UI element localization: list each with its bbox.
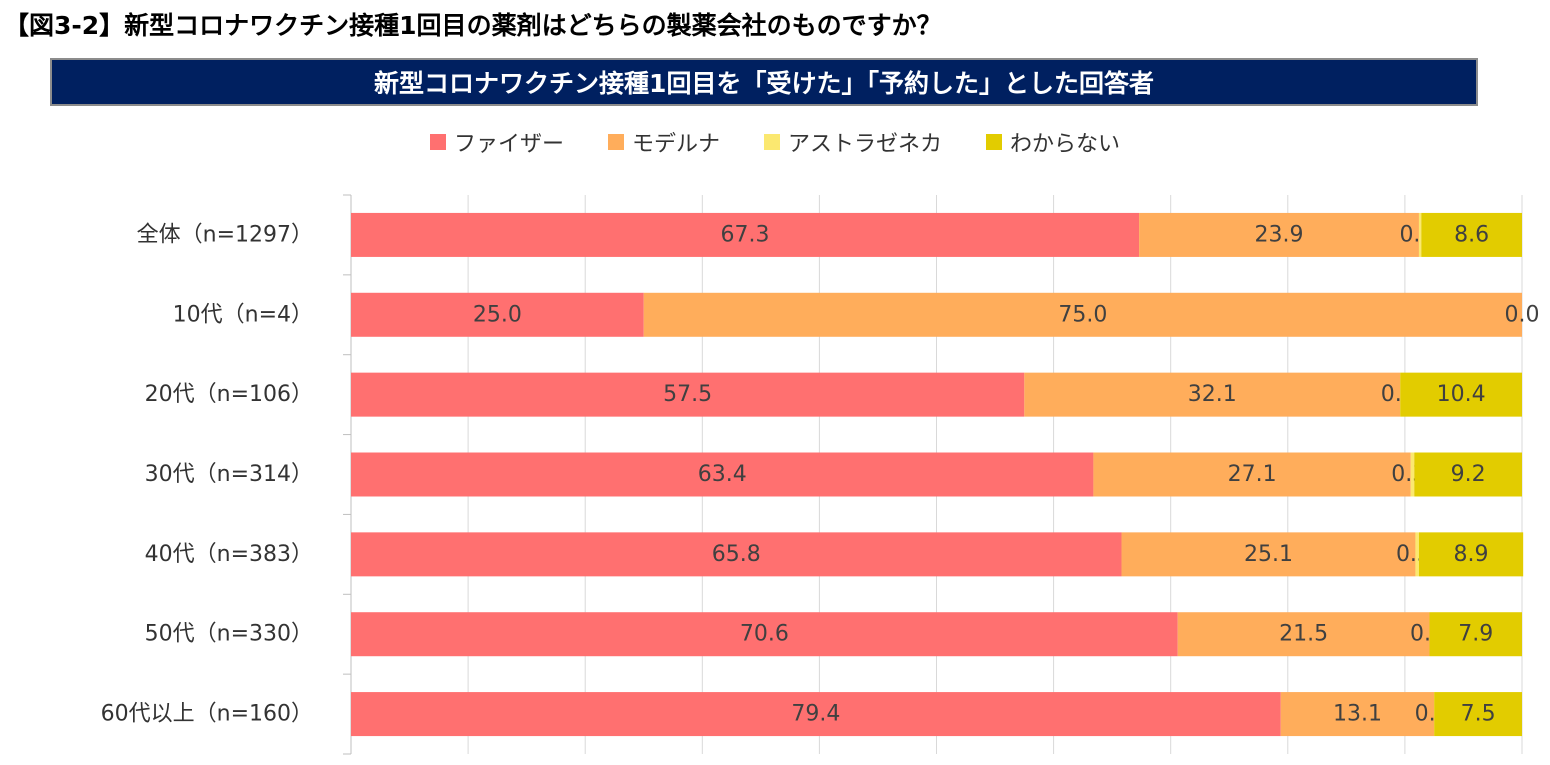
data-label-moderna: 25.1	[1244, 542, 1293, 567]
data-label-pfizer: 79.4	[791, 702, 840, 727]
bar-segment-moderna	[1093, 452, 1411, 497]
bar-segment-unknown	[1400, 372, 1522, 417]
bar-segment-pfizer	[351, 612, 1178, 657]
bar-segment-pfizer	[351, 692, 1281, 737]
bar-segment-pfizer	[351, 292, 644, 337]
bar-segment-unknown	[1434, 692, 1522, 737]
category-label: 60代以上（n=160）	[101, 702, 313, 727]
bar-segment-astrazeneca	[1410, 452, 1415, 497]
data-label-moderna: 32.1	[1188, 382, 1237, 407]
legend-item-moderna: モデルナ	[607, 126, 720, 158]
legend-label-moderna: モデルナ	[631, 132, 720, 157]
bar-segment-pfizer	[351, 452, 1094, 497]
bar-segment-unknown	[1414, 452, 1522, 497]
data-label-pfizer: 57.5	[663, 382, 712, 407]
category-label: 30代（n=314）	[145, 462, 313, 487]
bar-segment-unknown	[1418, 532, 1524, 577]
data-label-moderna: 23.9	[1255, 222, 1304, 247]
bar-segment-unknown	[1421, 212, 1522, 257]
category-label: 全体（n=1297）	[137, 222, 313, 247]
category-label: 40代（n=383）	[145, 542, 313, 567]
legend-item-unknown: わからない	[986, 126, 1120, 158]
category-label: 20代（n=106）	[145, 382, 313, 407]
bar-segment-moderna	[1139, 212, 1419, 257]
category-label: 10代（n=4）	[173, 302, 313, 327]
bar-segment-unknown	[1429, 612, 1522, 657]
bar-segment-pfizer	[351, 212, 1140, 257]
data-label-pfizer: 70.6	[740, 622, 789, 647]
data-label-unknown: 7.5	[1461, 702, 1496, 727]
data-label-pfizer: 65.8	[712, 542, 761, 567]
bar-segment-moderna	[1121, 532, 1416, 577]
data-label-pfizer: 25.0	[473, 302, 522, 327]
bar-segment-astrazeneca	[1415, 532, 1419, 577]
data-label-moderna: 21.5	[1279, 622, 1328, 647]
bar-segment-moderna	[1280, 692, 1435, 737]
data-label-pfizer: 63.4	[698, 462, 747, 487]
legend-label-unknown: わからない	[1010, 132, 1121, 157]
legend-swatch-unknown	[986, 134, 1003, 150]
data-label-unknown: 9.2	[1451, 462, 1486, 487]
data-label-astrazeneca: 0.0	[1505, 302, 1540, 327]
bar-segment-pfizer	[351, 372, 1025, 417]
legend-item-pfizer: ファイザー	[429, 126, 564, 158]
data-label-pfizer: 67.3	[721, 222, 770, 247]
legend-swatch-astrazeneca	[764, 134, 780, 150]
bar-segment-moderna	[1024, 372, 1401, 417]
subtitle-banner: 新型コロナワクチン接種1回目を「受けた」「予約した」とした回答者	[50, 58, 1478, 106]
legend: ファイザー モデルナ アストラゼネカ わからない	[0, 125, 1550, 159]
figure-title: 【図3-2】新型コロナワクチン接種1回目の薬剤はどちらの製薬会社のものですか？	[4, 11, 942, 40]
data-label-unknown: 7.9	[1458, 622, 1493, 647]
data-label-unknown: 8.9	[1454, 542, 1489, 567]
data-label-moderna: 75.0	[1058, 302, 1107, 327]
category-label: 50代（n=330）	[145, 622, 313, 647]
data-label-unknown: 10.4	[1437, 382, 1486, 407]
bar-segment-moderna	[1177, 612, 1430, 657]
legend-swatch-pfizer	[429, 134, 446, 150]
legend-item-astrazeneca: アストラゼネカ	[764, 126, 942, 158]
bar-segment-astrazeneca	[1418, 212, 1422, 257]
legend-label-pfizer: ファイザー	[453, 132, 564, 157]
bar-segment-pfizer	[351, 532, 1122, 577]
bar-segment-moderna	[643, 292, 1522, 337]
legend-label-astrazeneca: アストラゼネカ	[788, 132, 943, 157]
data-label-moderna: 27.1	[1228, 462, 1277, 487]
data-label-moderna: 13.1	[1333, 702, 1382, 727]
data-label-unknown: 8.6	[1454, 222, 1489, 247]
legend-swatch-moderna	[607, 134, 624, 150]
